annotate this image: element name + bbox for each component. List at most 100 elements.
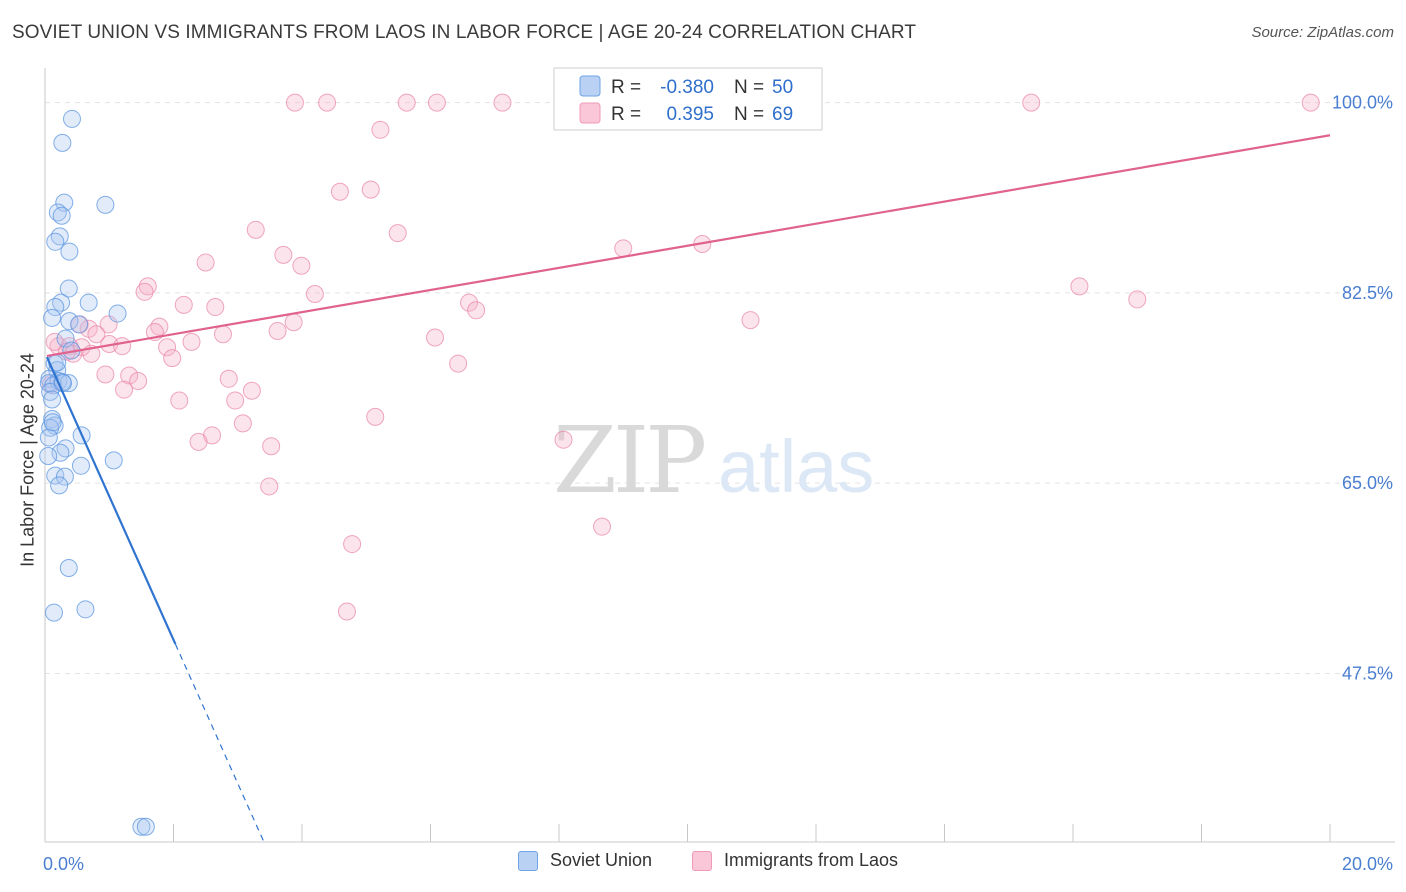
laos-point-60 [262,437,281,456]
laos-point-47 [449,354,468,373]
y-tick-label-2: 82.5% [1342,283,1393,303]
laos-point-21 [206,298,225,317]
laos-point-19 [305,284,324,303]
soviet-point-14 [43,308,62,327]
laos-point-53 [242,381,261,400]
laos-point-57 [233,414,252,433]
legend-r-label-1: R = [611,77,641,98]
axes [44,68,1395,843]
soviet-point-43 [132,817,151,836]
laos-point-6 [1301,93,1320,112]
soviet-point-45 [39,428,58,447]
soviet-point-35 [104,451,123,470]
y-tick-label-3: 100.0% [1332,93,1393,113]
soviet-point-40 [59,558,78,577]
soviet-point-41 [76,600,95,619]
x-tick-labels: 0.0% 20.0% [43,854,1393,874]
laos-point-36 [182,332,201,351]
laos-point-61 [554,430,573,449]
watermark-zip: ZIP [553,407,704,514]
legend-n-value-2: 69 [772,104,793,125]
laos-point-39 [87,325,106,344]
legend-r-value-2: 0.395 [666,104,714,125]
soviet-point-17 [56,329,75,348]
series-immigrants-from-laos [41,93,1320,621]
legend-swatch-immigrants-from-laos [692,850,712,871]
laos-point-33 [213,325,232,344]
laos-point-62 [260,477,279,496]
soviet-point-47 [43,413,62,432]
laos-point-49 [120,366,139,385]
x-tick-label-1: 20.0% [1342,854,1393,874]
laos-point-20 [174,295,193,314]
laos-point-34 [268,321,287,340]
laos-point-51 [219,369,238,388]
laos-point-35 [425,328,444,347]
laos-point-25 [1128,290,1147,309]
legend-label-immigrants-from-laos: Immigrants from Laos [724,850,899,870]
laos-point-24 [1070,277,1089,296]
laos-point-0 [285,93,304,112]
legend-n-label-2: N = [734,104,764,125]
soviet-point-34 [39,447,58,465]
laos-point-64 [343,535,362,554]
laos-point-63 [593,517,612,536]
soviet-point-9 [59,279,78,298]
soviet-point-39 [50,476,69,495]
laos-point-59 [189,432,208,451]
soviet-point-37 [46,466,65,485]
laos-trend-line [46,134,1331,358]
laos-point-66 [45,332,64,351]
laos-point-9 [361,180,380,199]
soviet-point-3 [96,195,115,214]
legend-bottom: Soviet Union Immigrants from Laos [0,850,1406,880]
soviet-point-1 [53,133,72,152]
soviet-point-13 [108,304,127,323]
legend-top-swatch-pink [579,102,601,124]
laos-point-10 [246,220,265,239]
laos-point-17 [138,277,157,296]
laos-point-22 [460,293,479,312]
soviet-point-10 [79,293,98,312]
laos-point-18 [135,282,154,301]
chart-title: SOVIET UNION VS IMMIGRANTS FROM LAOS IN … [12,22,917,43]
laos-point-65 [337,602,356,621]
soviet-point-15 [60,312,79,331]
laos-point-8 [330,182,349,201]
soviet-point-24 [59,374,78,393]
laos-point-52 [115,380,134,399]
laos-point-3 [427,93,446,112]
laos-point-1 [318,93,337,112]
y-tick-label-1: 65.0% [1342,473,1393,493]
legend-label-soviet-union: Soviet Union [550,850,653,870]
watermark-atlas: atlas [718,425,874,508]
soviet-point-27 [43,390,62,409]
legend-r-value-1: -0.380 [660,77,714,98]
laos-point-15 [196,253,215,272]
laos-point-23 [467,301,486,320]
y-tick-label-0: 47.5% [1342,663,1393,683]
laos-point-14 [274,245,293,264]
legend-r-label-2: R = [611,104,641,125]
legend-top: R = -0.380 N = 50 R = 0.395 N = 69 [553,67,823,131]
legend-top-swatch-blue [579,75,601,97]
source-label: Source: ZipAtlas.com [1251,24,1394,41]
soviet-trend-line [45,356,177,645]
laos-point-50 [129,371,148,390]
soviet-point-26 [41,382,60,401]
soviet-point-5 [52,206,71,225]
legend-item-immigrants-from-laos: Immigrants from Laos [692,850,898,871]
legend-n-value-1: 50 [772,77,793,98]
laos-point-11 [388,224,407,243]
x-tick-label-0: 0.0% [43,854,84,874]
y-tick-labels: 47.5% 65.0% 82.5% 100.0% [1332,93,1393,684]
laos-point-5 [1022,93,1041,112]
laos-point-26 [741,311,760,330]
legend-swatch-soviet-union [518,850,538,871]
laos-point-7 [371,120,390,139]
laos-point-48 [96,365,115,384]
laos-point-16 [292,256,311,275]
laos-point-46 [163,349,182,368]
laos-point-38 [113,337,132,356]
